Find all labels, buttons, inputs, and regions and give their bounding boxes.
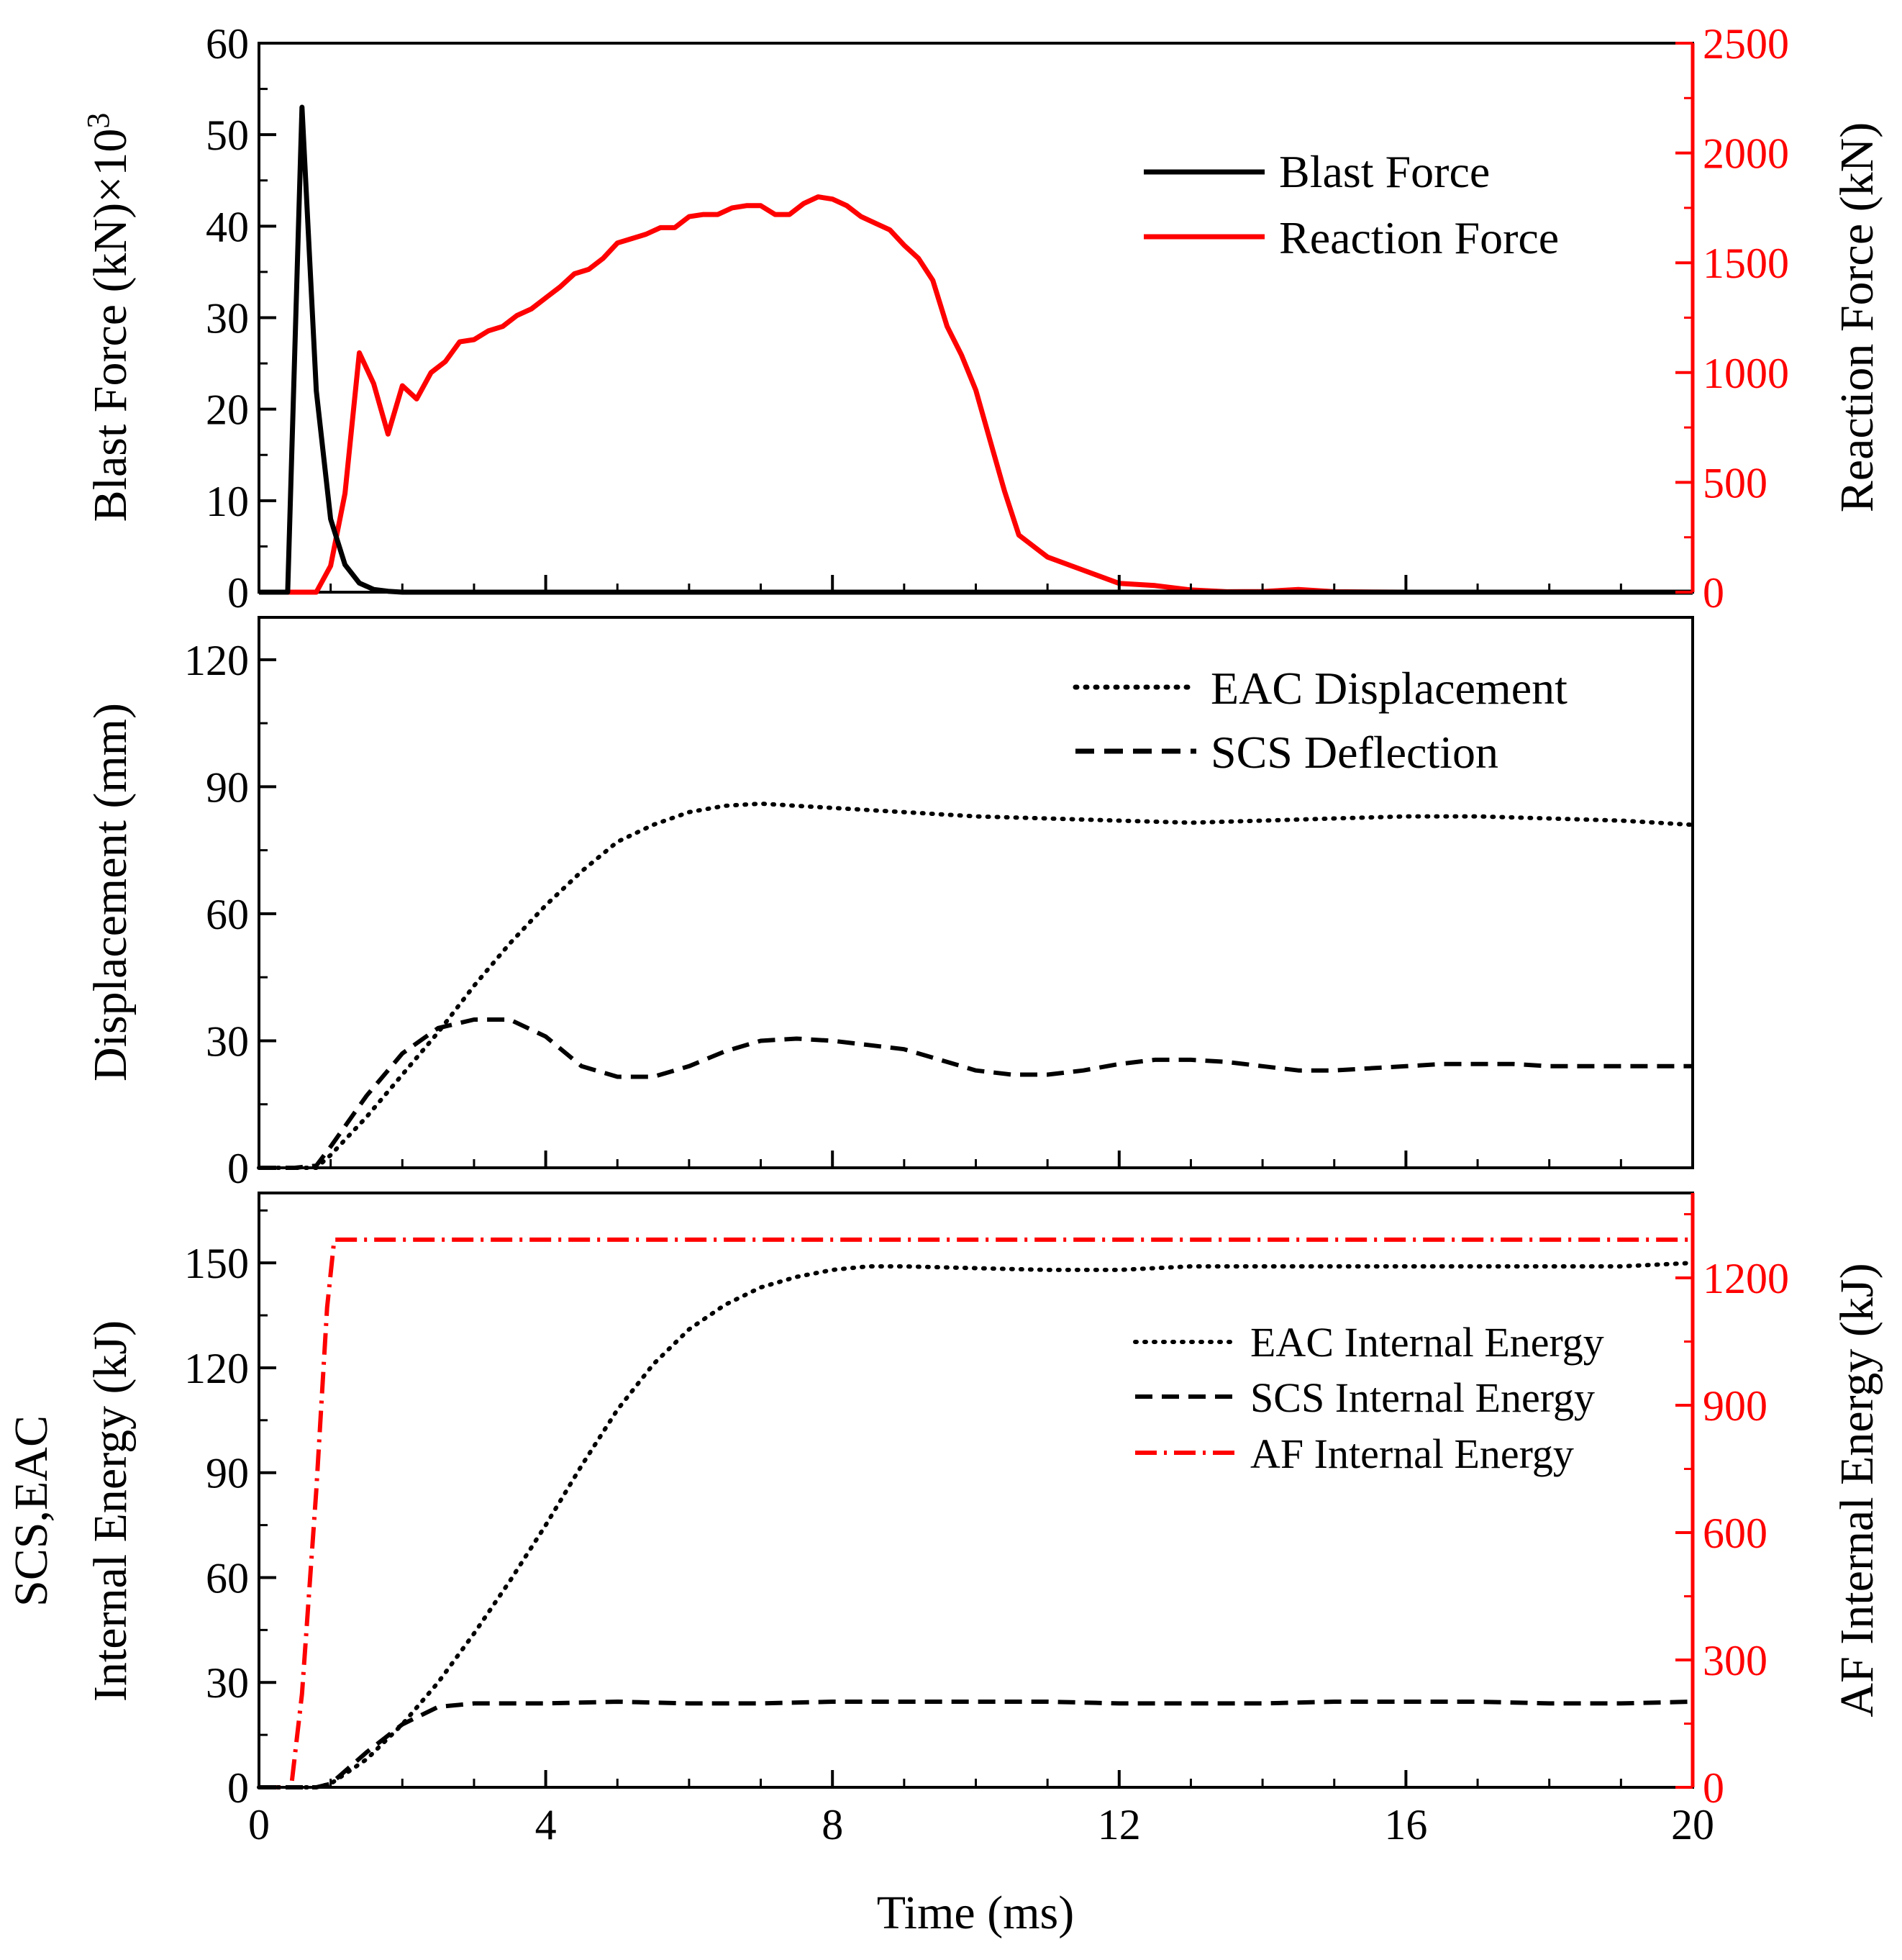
y-tick-label: 30 — [206, 295, 249, 342]
y-right-tick-label: 600 — [1703, 1510, 1767, 1557]
legend-label-scs-deflection: SCS Deflection — [1211, 727, 1498, 778]
y-right-tick-label: 2000 — [1703, 130, 1789, 178]
y-tick-label: 90 — [206, 763, 249, 811]
series-scs-deflection — [259, 1017, 1693, 1170]
series-blast-force — [259, 104, 1693, 595]
y-tick-label: 150 — [184, 1240, 249, 1287]
y-tick-label: 60 — [206, 20, 249, 68]
bottom-legend: EAC Internal Energy SCS Internal Energy … — [1133, 1319, 1604, 1477]
y-tick-label: 30 — [206, 1659, 249, 1707]
y-right-tick-label: 900 — [1703, 1382, 1767, 1430]
y-right-tick-label: 2500 — [1703, 20, 1789, 68]
displacement-panel: 0 30 60 90 120 Displacement (mm) EAC Displac… — [84, 616, 1695, 1192]
x-tick-label: 4 — [535, 1801, 557, 1848]
top-right-axis-title: Reaction Force (kN) — [1831, 122, 1883, 512]
blast-reaction-force-panel: 0 10 20 30 40 50 60 0 500 1000 1500 2000 2500 Blast… — [81, 20, 1883, 617]
top-left-y-axis: 0 10 20 30 40 50 60 — [206, 20, 276, 617]
y-tick-label: 10 — [206, 478, 249, 525]
series-eac-displacement — [257, 801, 1695, 1170]
x-tick-label: 0 — [248, 1801, 270, 1848]
y-tick-label: 60 — [206, 891, 249, 938]
top-series-group — [259, 104, 1693, 595]
y-tick-label: 0 — [227, 1764, 249, 1812]
bottom-left-y-axis: 0 30 60 90 120 150 — [184, 1209, 276, 1812]
y-right-tick-label: 500 — [1703, 459, 1767, 507]
legend-label-reaction-force: Reaction Force — [1279, 212, 1559, 263]
y-right-tick-label: 300 — [1703, 1637, 1767, 1684]
legend-label-af-internal-energy: AF Internal Energy — [1250, 1430, 1574, 1477]
series-eac-internal-energy — [257, 1261, 1695, 1789]
y-tick-label: 120 — [184, 637, 249, 684]
y-tick-label: 0 — [227, 569, 249, 617]
y-tick-label: 120 — [184, 1345, 249, 1392]
legend-label-eac-internal-energy: EAC Internal Energy — [1250, 1319, 1604, 1366]
top-left-axis-title: Blast Force (kN)×103 — [81, 113, 137, 522]
middle-series-group — [257, 801, 1695, 1170]
bottom-plot-frame — [258, 1192, 1694, 1789]
legend-label-scs-internal-energy: SCS Internal Energy — [1250, 1374, 1595, 1421]
top-right-y-axis: 0 500 1000 1500 2000 2500 — [1675, 20, 1789, 617]
series-reaction-force — [259, 194, 1693, 595]
bottom-right-y-axis: 0 300 600 900 1200 — [1675, 1213, 1789, 1812]
middle-left-y-axis: 0 30 60 90 120 — [184, 637, 276, 1192]
y-right-tick-label: 1200 — [1703, 1255, 1789, 1302]
x-tick-label: 8 — [822, 1801, 843, 1848]
y-tick-label: 20 — [206, 386, 249, 434]
y-tick-label: 60 — [206, 1554, 249, 1602]
y-right-tick-label: 0 — [1703, 1764, 1724, 1812]
middle-axis-title: Displacement (mm) — [84, 703, 137, 1081]
y-tick-label: 0 — [227, 1145, 249, 1192]
bottom-series-group — [257, 1237, 1695, 1789]
series-af-internal-energy — [259, 1237, 1693, 1789]
top-x-ticks — [258, 575, 1694, 592]
bottom-x-axis: 0 4 8 12 16 20 — [248, 1770, 1714, 1848]
y-tick-label: 50 — [206, 112, 249, 159]
y-right-tick-label: 1000 — [1703, 350, 1789, 397]
legend-label-eac-displacement: EAC Displacement — [1211, 663, 1567, 714]
y-right-tick-label: 1500 — [1703, 240, 1789, 287]
y-tick-label: 40 — [206, 203, 249, 250]
middle-x-ticks — [258, 1151, 1694, 1168]
internal-energy-panel: 0 30 60 90 120 150 0 300 600 900 1200 0 4 8 12 16 20 S… — [5, 1192, 1883, 1939]
bottom-left-axis-title-line1: SCS,EAC — [5, 1415, 58, 1607]
bottom-right-axis-title: AF Internal Energy (kJ) — [1831, 1263, 1883, 1717]
series-scs-internal-energy — [259, 1700, 1693, 1789]
middle-legend: EAC Displacement SCS Deflection — [1073, 663, 1567, 778]
bottom-left-axis-title-line2: Internal Energy (kJ) — [84, 1320, 137, 1702]
x-tick-label: 12 — [1098, 1801, 1141, 1848]
y-tick-label: 90 — [206, 1450, 249, 1497]
x-axis-title: Time (ms) — [877, 1887, 1074, 1939]
top-plot-frame — [258, 42, 1694, 594]
top-legend: Blast Force Reaction Force — [1144, 146, 1559, 263]
legend-label-blast-force: Blast Force — [1279, 146, 1490, 197]
x-tick-label: 16 — [1384, 1801, 1427, 1848]
y-tick-label: 30 — [206, 1017, 249, 1065]
y-right-tick-label: 0 — [1703, 569, 1724, 617]
x-tick-label: 20 — [1671, 1801, 1714, 1848]
